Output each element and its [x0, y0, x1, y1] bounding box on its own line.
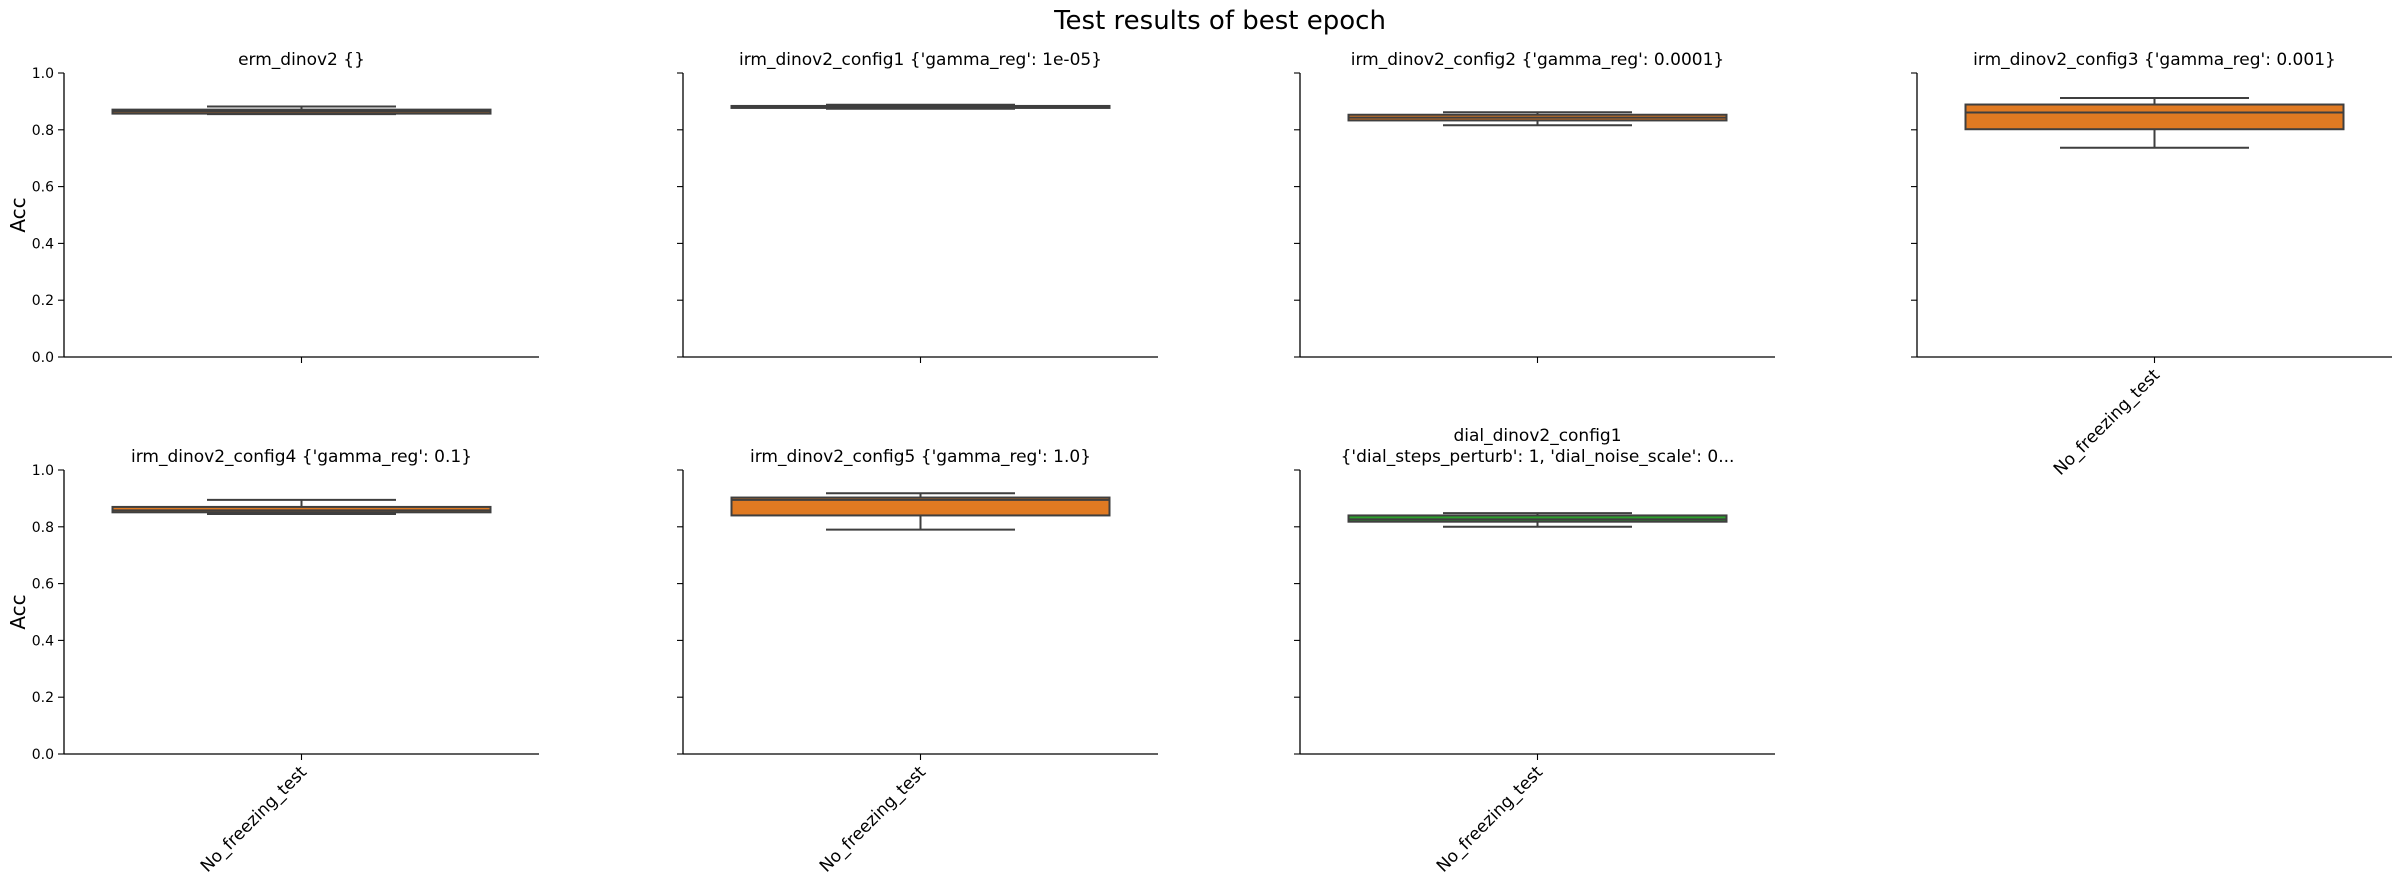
- x-tick-label: No_freezing_test: [816, 762, 930, 876]
- box: [1964, 103, 2345, 131]
- panel-title: irm_dinov2_config4 {'gamma_reg': 0.1}: [131, 447, 472, 467]
- panels: erm_dinov2 {}0.00.20.40.60.81.0Accirm_di…: [6, 50, 2392, 877]
- panel-title: irm_dinov2_config3 {'gamma_reg': 0.001}: [1973, 50, 2336, 70]
- y-tick-label: 0.4: [32, 236, 54, 252]
- panel-title: {'dial_steps_perturb': 1, 'dial_noise_sc…: [1341, 447, 1735, 467]
- y-tick-label: 0.4: [32, 633, 54, 649]
- y-tick-label: 0.2: [32, 690, 54, 706]
- panel-5: irm_dinov2_config4 {'gamma_reg': 0.1} 0.0…: [6, 447, 539, 877]
- figure-title: Test results of best epoch: [1053, 6, 1386, 36]
- y-tick-label: 0.6: [32, 577, 54, 593]
- y-axis-label: Acc: [6, 594, 30, 629]
- box: [730, 496, 1111, 517]
- y-tick-label: 1.0: [32, 66, 54, 82]
- y-tick-label: 1.0: [32, 463, 54, 479]
- panel-1: erm_dinov2 {} 0.0 0.2 0.4 0.6 0.8 1.0 Acc: [6, 50, 539, 366]
- x-tick-label: No_freezing_test: [2050, 365, 2164, 479]
- panel-title: dial_dinov2_config1: [1453, 426, 1621, 446]
- panel-title: irm_dinov2_config2 {'gamma_reg': 0.0001}: [1351, 50, 1725, 70]
- y-tick-label: 0.8: [32, 520, 54, 536]
- panel-4: irm_dinov2_config3 {'gamma_reg': 0.001} N…: [1911, 50, 2392, 480]
- y-axis-label: Acc: [6, 197, 30, 232]
- panel-title: irm_dinov2_config1 {'gamma_reg': 1e-05}: [739, 50, 1102, 70]
- y-tick-label: 0.2: [32, 293, 54, 309]
- y-tick-label: 0.0: [32, 747, 54, 763]
- panel-3: irm_dinov2_config2 {'gamma_reg': 0.0001}: [1294, 50, 1775, 363]
- panel-2: irm_dinov2_config1 {'gamma_reg': 1e-05}: [677, 50, 1158, 363]
- y-tick-label: 0.8: [32, 123, 54, 139]
- y-tick-label: 0.6: [32, 180, 54, 196]
- x-tick-label: No_freezing_test: [197, 762, 311, 876]
- x-tick-label: No_freezing_test: [1433, 762, 1547, 876]
- panel-title: irm_dinov2_config5 {'gamma_reg': 1.0}: [750, 447, 1091, 467]
- panel-7: dial_dinov2_config1{'dial_steps_perturb'…: [1294, 426, 1775, 877]
- y-tick-label: 0.0: [32, 350, 54, 366]
- panel-6: irm_dinov2_config5 {'gamma_reg': 1.0} No_…: [677, 447, 1158, 877]
- panel-title: erm_dinov2 {}: [238, 50, 365, 70]
